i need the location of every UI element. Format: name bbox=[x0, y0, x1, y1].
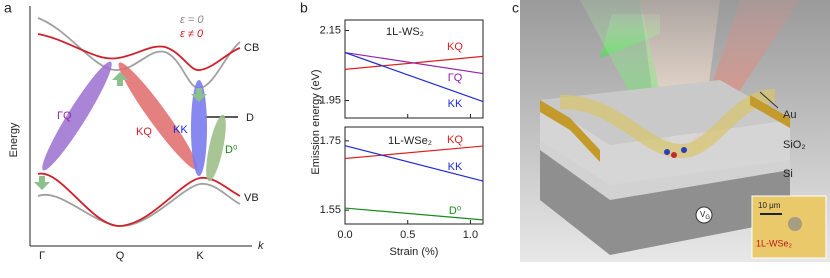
exciton bbox=[671, 152, 677, 158]
arrow bbox=[191, 88, 207, 102]
device-illustration: Au SiO₂ Si VG 10 μm 1L-WSe₂ bbox=[520, 0, 830, 262]
y-tick-label: 1.75 bbox=[320, 135, 341, 147]
chart-title: 1L-WS₂ bbox=[386, 26, 424, 38]
gate-v: V bbox=[700, 210, 706, 219]
series-label: D⁰ bbox=[449, 205, 462, 217]
panel-label: c bbox=[512, 0, 519, 16]
exciton bbox=[681, 147, 687, 153]
layer-label: Si bbox=[783, 168, 793, 180]
series-label: ΓQ bbox=[448, 72, 463, 84]
transition bbox=[118, 62, 198, 170]
y-tick-label: 1.55 bbox=[320, 204, 341, 216]
series-line bbox=[344, 145, 484, 160]
x-tick-label: 1.0 bbox=[463, 229, 478, 241]
au-contact bbox=[540, 100, 600, 162]
gate-sub: G bbox=[705, 215, 710, 221]
flake-label: 1L-WSe₂ bbox=[756, 238, 793, 248]
transition-label: D⁰ bbox=[225, 144, 238, 156]
band-label: D bbox=[246, 112, 254, 124]
panel-label: a bbox=[4, 0, 12, 16]
flake bbox=[559, 88, 776, 159]
band-curve bbox=[37, 172, 241, 227]
y-tick-label: 1.95 bbox=[320, 94, 341, 106]
band-label: VB bbox=[244, 192, 259, 204]
series-line bbox=[344, 51, 484, 103]
plot-frame bbox=[344, 126, 484, 225]
layer-label: Au bbox=[783, 109, 796, 121]
series-line bbox=[344, 145, 484, 182]
layer-label: SiO₂ bbox=[783, 139, 806, 151]
charts: 2.15 1.95 KQ ΓQ KK 1L-WS₂ Emission energy (eV)… bbox=[310, 19, 484, 258]
gate-label: VG bbox=[700, 210, 710, 220]
legend: ε = 0 bbox=[180, 14, 204, 26]
legend: ε ≠ 0 bbox=[180, 28, 204, 40]
arrow bbox=[34, 176, 50, 190]
k-label: K bbox=[196, 250, 204, 262]
band-diagram: Energy Γ Q K k ε = 0 ε ≠ 0 CB D VB ΓQ KQ… bbox=[8, 6, 264, 262]
series-line bbox=[344, 207, 484, 221]
gate-symbol bbox=[695, 206, 713, 224]
axis-label: Energy bbox=[8, 122, 20, 157]
y-axis-label: Emission energy (eV) bbox=[310, 69, 322, 174]
scale-label: 10 μm bbox=[758, 201, 781, 210]
band-curve bbox=[37, 17, 241, 89]
series-label: KK bbox=[448, 161, 463, 173]
axis-label: k bbox=[258, 240, 264, 252]
series-label: KQ bbox=[447, 41, 463, 53]
exciton bbox=[664, 149, 670, 155]
series-line bbox=[344, 51, 484, 75]
panel-label: b bbox=[300, 0, 308, 16]
band-curve bbox=[37, 33, 241, 71]
transition bbox=[42, 61, 112, 171]
k-label: Γ bbox=[39, 250, 45, 262]
transition bbox=[191, 80, 207, 176]
x-tick-label: 0.5 bbox=[400, 229, 415, 241]
transition-label: ΓQ bbox=[57, 110, 72, 122]
band-label: CB bbox=[244, 42, 259, 54]
wire bbox=[759, 91, 779, 109]
band-curve bbox=[37, 183, 241, 227]
transition-label: KQ bbox=[136, 126, 152, 138]
inset-flake bbox=[788, 217, 802, 231]
k-label: Q bbox=[116, 250, 125, 262]
x-axis-label: Strain (%) bbox=[390, 246, 439, 258]
transition bbox=[206, 114, 226, 182]
arrow bbox=[112, 72, 128, 86]
series-label: KK bbox=[448, 98, 463, 110]
series-label: KQ bbox=[447, 134, 463, 146]
chart-title: 1L-WSe₂ bbox=[388, 135, 432, 147]
top-face bbox=[540, 80, 790, 145]
au-contact bbox=[750, 95, 790, 128]
y-tick-label: 2.15 bbox=[320, 24, 341, 36]
x-tick-label: 0.0 bbox=[337, 229, 352, 241]
transition-label: KK bbox=[173, 124, 188, 136]
